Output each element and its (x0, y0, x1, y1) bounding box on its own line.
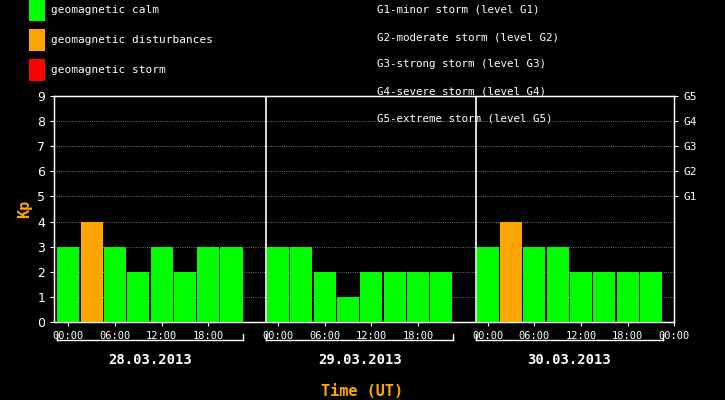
Text: geomagnetic calm: geomagnetic calm (51, 5, 159, 15)
Bar (80, 222, 103, 322)
Bar (197, 247, 219, 322)
Y-axis label: Kp: Kp (17, 200, 32, 218)
Text: geomagnetic disturbances: geomagnetic disturbances (51, 35, 212, 45)
Bar (360, 272, 382, 322)
Text: geomagnetic storm: geomagnetic storm (51, 65, 165, 75)
Bar (57, 247, 80, 322)
Bar (616, 272, 639, 322)
Text: G2-moderate storm (level G2): G2-moderate storm (level G2) (377, 32, 559, 42)
Bar (570, 272, 592, 322)
Text: G3-strong storm (level G3): G3-strong storm (level G3) (377, 60, 546, 70)
Bar (384, 272, 406, 322)
Text: G4-severe storm (level G4): G4-severe storm (level G4) (377, 87, 546, 97)
Text: 28.03.2013: 28.03.2013 (108, 353, 192, 367)
Text: 29.03.2013: 29.03.2013 (318, 353, 402, 367)
Bar (640, 272, 662, 322)
Bar (174, 272, 196, 322)
Text: G5-extreme storm (level G5): G5-extreme storm (level G5) (377, 114, 552, 124)
Bar (314, 272, 336, 322)
Bar (151, 247, 173, 322)
Bar (430, 272, 452, 322)
Text: G1-minor storm (level G1): G1-minor storm (level G1) (377, 5, 539, 15)
Bar (104, 247, 126, 322)
Bar (477, 247, 499, 322)
Bar (407, 272, 429, 322)
Bar (500, 222, 522, 322)
Text: 30.03.2013: 30.03.2013 (528, 353, 611, 367)
Bar (523, 247, 545, 322)
Bar (220, 247, 243, 322)
Bar (267, 247, 289, 322)
Bar (547, 247, 569, 322)
Bar (127, 272, 149, 322)
Text: Time (UT): Time (UT) (321, 384, 404, 400)
Bar (593, 272, 616, 322)
Bar (337, 297, 359, 322)
Bar (290, 247, 312, 322)
